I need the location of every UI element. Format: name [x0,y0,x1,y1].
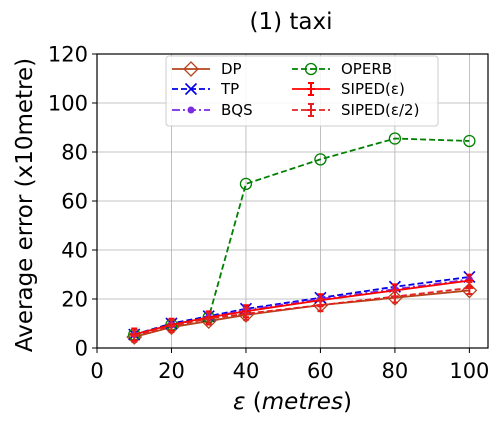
x-tick-label: 0 [90,359,103,383]
legend-marker [307,103,315,117]
legend-item: TP [172,80,239,98]
data-point [386,289,403,306]
x-tick-label: 100 [449,359,489,383]
legend-marker [187,106,195,114]
data-point [241,306,250,321]
x-tick-label: 60 [307,359,334,383]
y-tick-label: 80 [61,141,88,165]
legend-label: DP [221,60,242,78]
series-3 [128,132,476,341]
data-point [463,134,476,148]
y-axis-label: Average error (x10metre) [12,58,38,352]
y-axis: 0 20 40 60 80 100 120 [48,43,97,361]
legend-item: SIPED(ε/2) [292,101,419,119]
legend: DP TP BQS OPERB SIPED(ε) SIPED(ε/2) [165,55,439,127]
series-5 [130,280,474,343]
y-tick-label: 60 [61,190,88,214]
data-point [465,273,474,288]
y-tick-label: 0 [75,337,88,361]
x-tick-label: 40 [233,359,260,383]
legend-marker [307,82,315,96]
data-point [465,280,474,295]
data-point [239,177,253,191]
y-tick-label: 40 [61,239,88,263]
legend-label: TP [220,80,239,98]
x-tick-label: 80 [382,359,409,383]
x-axis-label: ε (metres) [233,389,352,415]
data-point [130,328,139,343]
legend-label: OPERB [341,60,392,78]
legend-marker [184,82,198,96]
series-line [134,289,470,338]
data-point [390,289,399,304]
data-point [167,318,176,333]
legend-item: SIPED(ε) [292,80,405,98]
data-point [204,311,213,326]
legend-marker [304,62,318,76]
legend-label: BQS [221,101,253,119]
y-tick-label: 120 [48,43,88,67]
data-point [314,153,327,166]
y-tick-label: 20 [61,288,88,312]
series-layer [126,132,478,345]
legend-box [165,55,439,127]
chart-title: (1) taxi [249,9,332,35]
x-tick-label: 20 [158,359,185,383]
legend-label: SIPED(ε/2) [341,101,419,119]
legend-item: OPERB [292,60,392,78]
data-point [388,132,402,145]
data-point [316,298,325,313]
series-1 [128,270,476,341]
x-axis: 0 20 40 60 80 100 [90,348,489,383]
y-tick-label: 100 [48,92,88,116]
series-line [134,137,470,336]
legend-marker [183,61,199,77]
data-point [163,319,180,336]
legend-item: BQS [172,101,253,119]
legend-item: DP [172,60,242,78]
legend-label: SIPED(ε) [341,80,405,98]
